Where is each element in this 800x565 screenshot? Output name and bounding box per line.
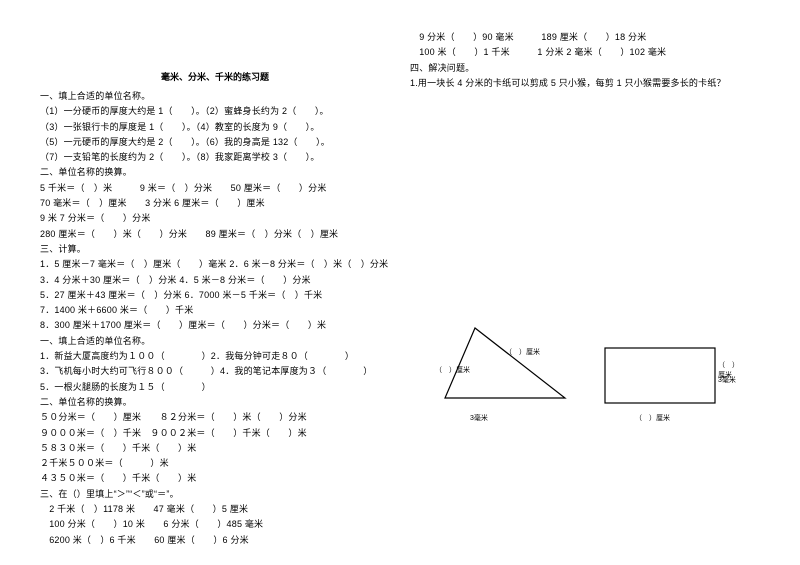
q1-line: （5）一元硬币的厚度大约是 2（ ）。（6）我的身高是 132（ ）。 [40,135,390,150]
triangle-left-label: （ ）厘米 [435,365,470,375]
q2-line: 5 千米＝（ ）米 9 米＝（ ）分米 50 厘米＝（ ）分米 [40,181,390,196]
section-2-header: 二、单位名称的换算。 [40,165,390,180]
q4-line: 3．飞机每小时大约可飞行８００（ ）4．我的笔记本厚度为３（ ） [40,364,390,379]
q2-line: 70 毫米＝（ ）厘米 3 分米 6 厘米＝（ ）厘米 [40,196,390,211]
geometry-diagram: （ ）厘米 （ ）厘米 3毫米 3毫米 （ ）厘米 （ ）厘米 [440,323,740,415]
rectangle-right-label2: （ ）厘米 [718,360,740,380]
section-1-header: 一、填上合适的单位名称。 [40,89,390,104]
section-3b-header: 三、在（）里填上“＞”“＜”或“＝”。 [40,487,390,502]
q6-line: 2 千米（ ）1178 米 47 毫米（ ）5 厘米 [40,502,390,517]
q6-line: 100 分米（ ）10 米 6 分米（ ）485 毫米 [40,517,390,532]
q1-line: （1）一分硬币的厚度大约是 1（ ）。（2）蜜蜂身长约为 2（ ）。 [40,104,390,119]
q3-line: 7．1400 米＋6600 米＝（ ）千米 [40,303,390,318]
q5-line: ５８３０米＝（ ）千米（ ）米 [40,441,390,456]
triangle-bottom-label: 3毫米 [470,413,488,423]
rectangle-bottom-label: （ ）厘米 [635,413,670,423]
q5-line: ９０００米＝（ ）千米 ９００２米＝（ ）千米（ ）米 [40,426,390,441]
q5-line: ２千米５００米＝（ ）米 [40,456,390,471]
q6-line: 6200 米（ ）6 千米 60 厘米（ ）6 分米 [40,533,390,548]
section-2b-header: 二、单位名称的换算。 [40,395,390,410]
section-3-header: 三、计算。 [40,242,390,257]
triangle-top-label: （ ）厘米 [505,347,540,357]
left-column: 毫米、分米、千米的练习题 一、填上合适的单位名称。 （1）一分硬币的厚度大约是 … [0,0,400,565]
q5-line: ５０分米＝（ ）厘米 ８２分米＝（ ）米（ ）分米 [40,410,390,425]
q5-line: ４３５０米＝（ ）千米（ ）米 [40,471,390,486]
q1-line: （3）一张银行卡的厚度是 1（ ）。（4）教室的长度为 9（ ）。 [40,120,390,135]
rectangle-shape: 3毫米 （ ）厘米 （ ）厘米 [600,343,740,415]
q4-line: 5．一根火腿肠的长度为１５（ ） [40,380,390,395]
worksheet-title: 毫米、分米、千米的练习题 [40,70,390,83]
q-word-problem: 1.用一块长 4 分米的卡纸可以剪成 5 只小猴，每剪 1 只小猴需要多长的卡纸… [410,76,780,91]
right-column: 9 分米（ ）90 毫米 189 厘米（ ）18 分米 100 米（ ）1 千米… [400,0,800,565]
q3-line: 5．27 厘米＋43 厘米＝（ ）分米 6．7000 米－5 千米＝（ ）千米 [40,288,390,303]
qr-line: 100 米（ ）1 千米 1 分米 2 毫米（ ）102 毫米 [410,45,780,60]
q2-line: 280 厘米＝（ ）米（ ）分米 89 厘米＝（ ）分米（ ）厘米 [40,227,390,242]
triangle-shape: （ ）厘米 （ ）厘米 3毫米 [440,323,570,415]
q2-line: 9 米 7 分米＝（ ）分米 [40,211,390,226]
qr-line: 9 分米（ ）90 毫米 189 厘米（ ）18 分米 [410,30,780,45]
q3-line: 1．5 厘米－7 毫米＝（ ）厘米（ ）毫米 2．6 米－8 分米＝（ ）米（ … [40,257,390,272]
section-4-header: 四、解决问题。 [410,61,780,76]
section-1b-header: 一、填上合适的单位名称。 [40,334,390,349]
q3-line: 3．4 分米＋30 厘米＝（ ）分米 4．5 米－8 分米＝（ ）分米 [40,273,390,288]
q4-line: 1．新益大厦高度约为１００（ ）2．我每分钟可走８０（ ） [40,349,390,364]
q1-line: （7）一支铅笔的长度约为 2（ ）。（8）我家距离学校 3（ ）。 [40,150,390,165]
q3-line: 8．300 厘米＋1700 厘米＝（ ）厘米＝（ ）分米＝（ ）米 [40,318,390,333]
